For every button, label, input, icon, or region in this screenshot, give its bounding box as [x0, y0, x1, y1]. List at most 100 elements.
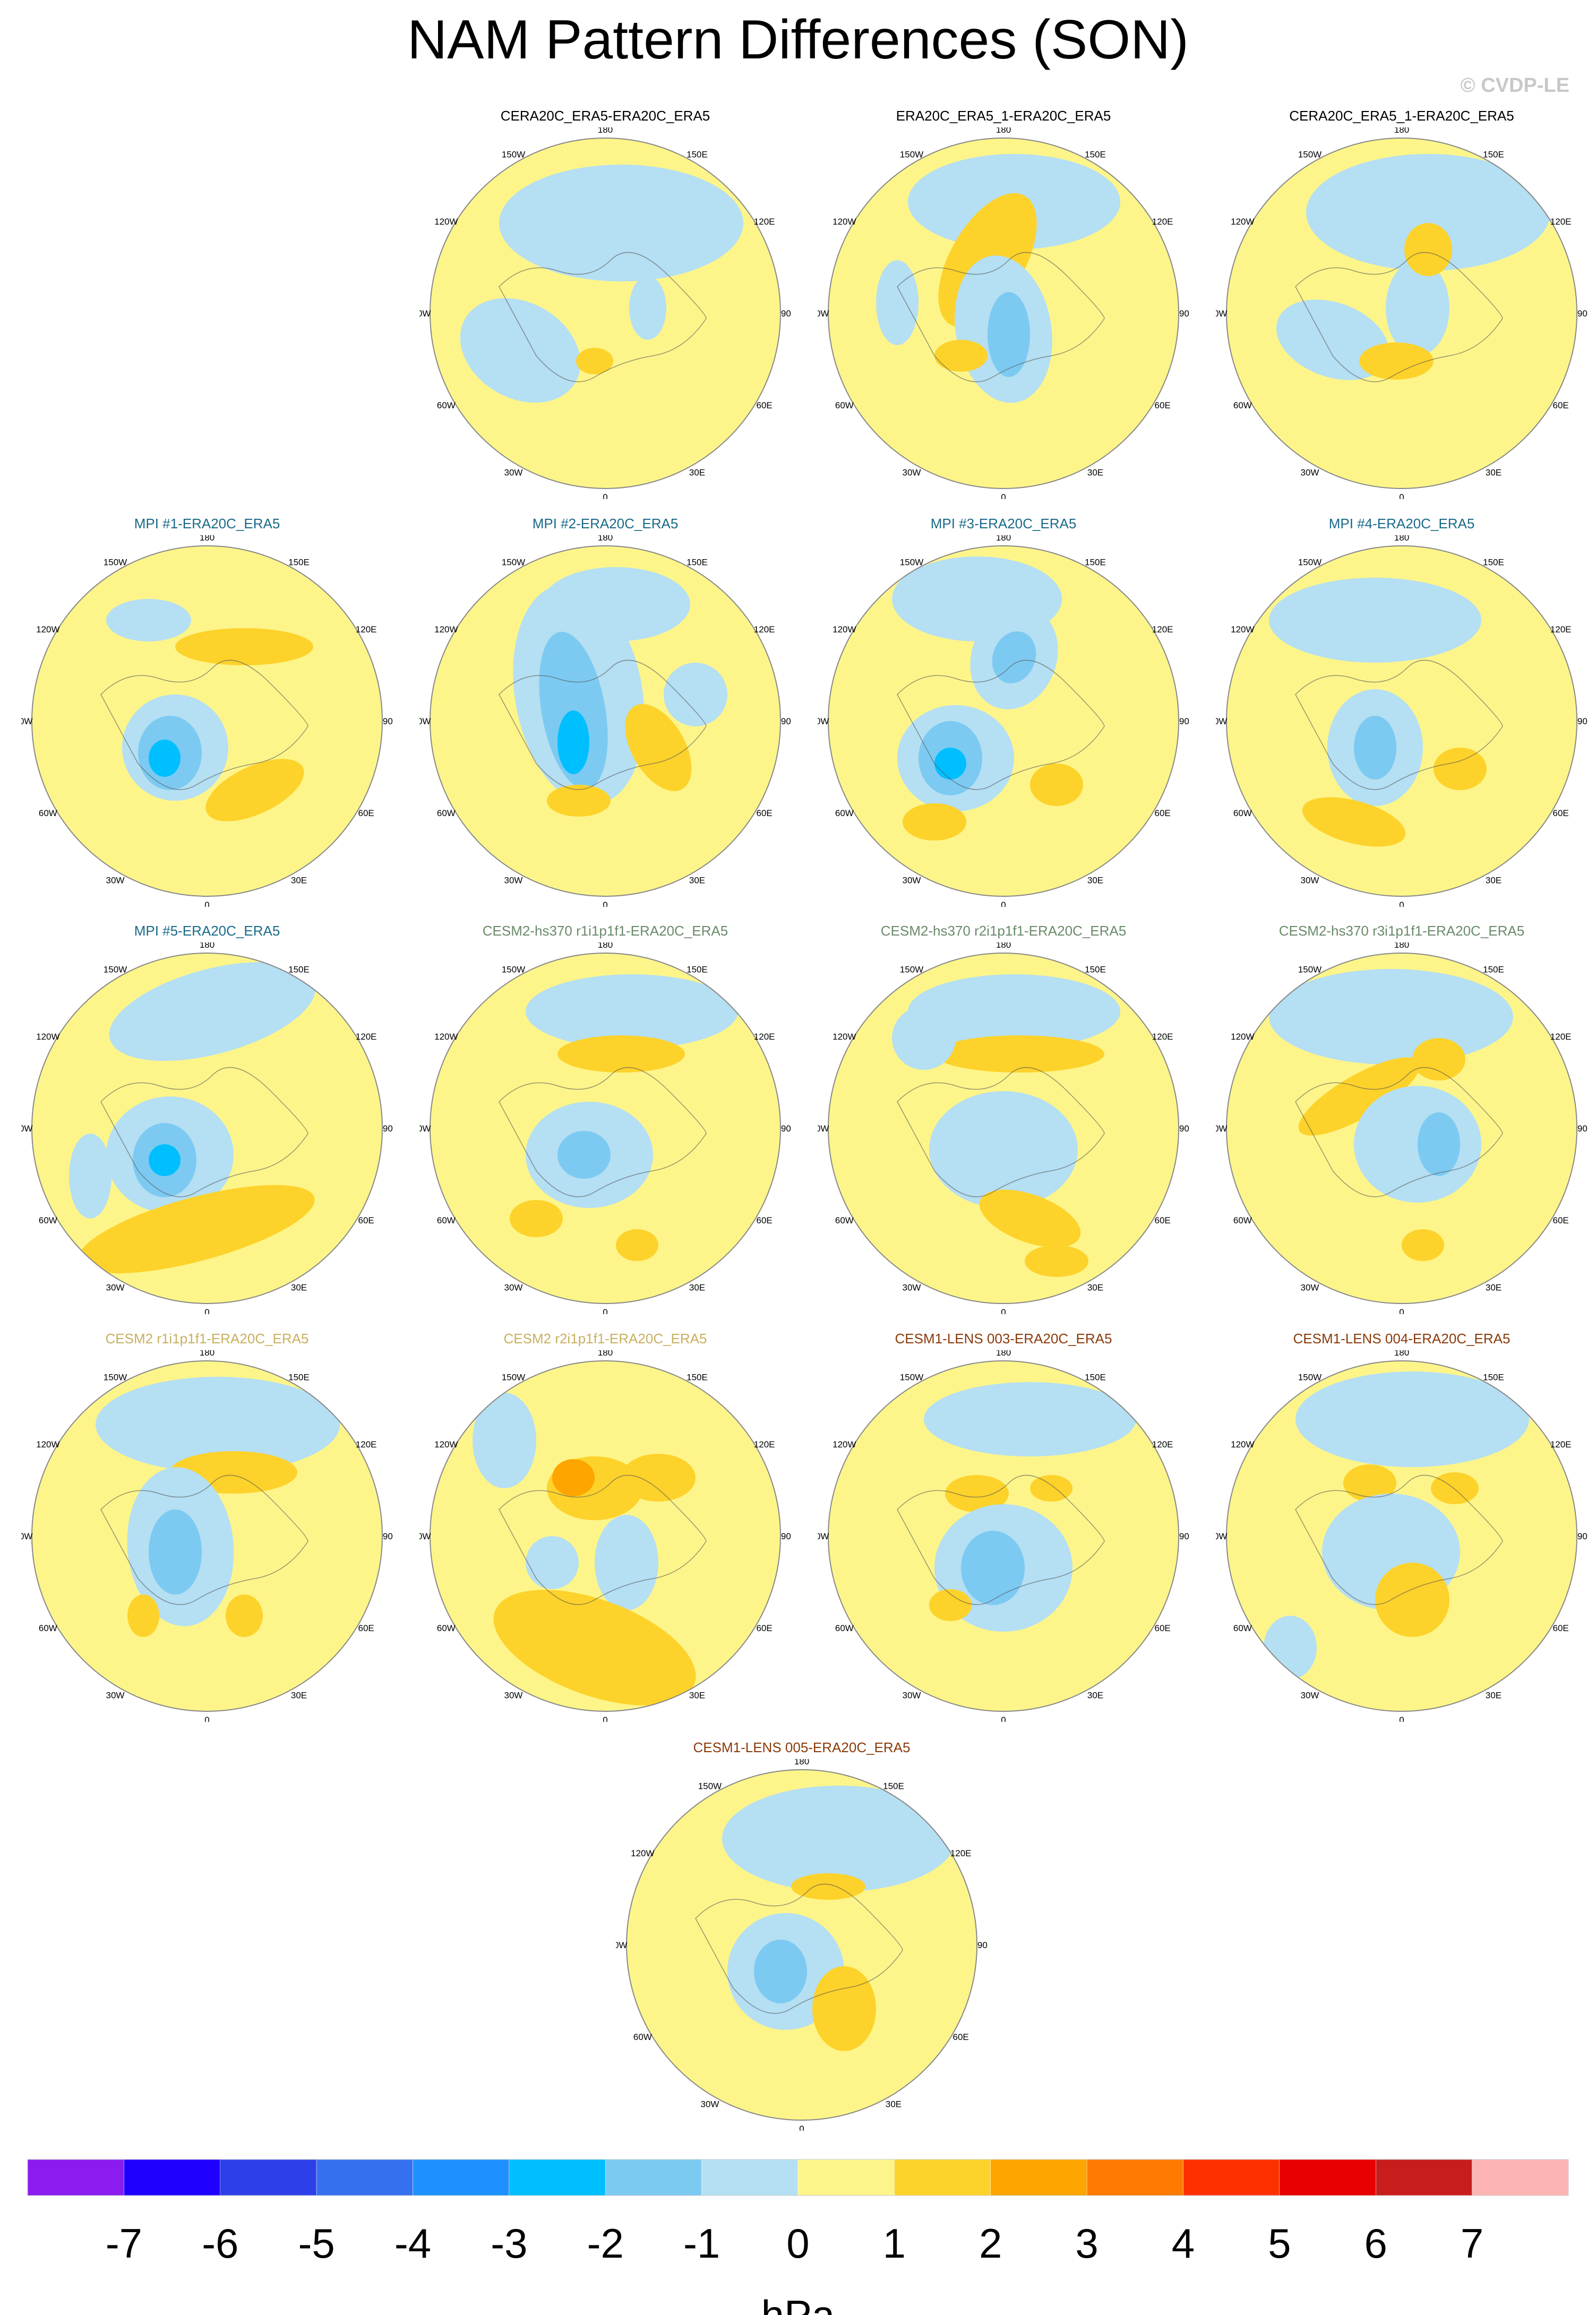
- colorbar-tick-label: -7: [105, 2220, 143, 2267]
- longitude-label: 90W: [419, 1531, 431, 1541]
- colorbar-tick-label: 0: [786, 2220, 810, 2267]
- longitude-label: 0: [1001, 492, 1006, 499]
- coastline: [499, 659, 707, 790]
- longitude-label: 0: [204, 900, 209, 907]
- longitude-label: 60E: [358, 1215, 374, 1225]
- longitude-label: 150W: [104, 964, 127, 974]
- polar-map: 180 150E 120E 90E 60E 30E 0 30W 60W 90W 120W 150W: [1216, 1350, 1588, 1722]
- longitude-label: 60W: [39, 1623, 57, 1633]
- longitude-label: 0: [1399, 900, 1404, 907]
- anomaly-contour: [205, 759, 304, 821]
- anomaly-contour: [595, 1515, 658, 1610]
- longitude-label: 60W: [1233, 1215, 1252, 1225]
- longitude-label: 120E: [754, 217, 775, 227]
- colorbar-tick-label: -5: [298, 2220, 335, 2267]
- longitude-label: 150W: [1298, 964, 1322, 974]
- colorbar-tick-label: 7: [1460, 2220, 1484, 2267]
- longitude-label: 30E: [1486, 876, 1501, 886]
- longitude-label: 90W: [1216, 1124, 1227, 1134]
- longitude-label: 0: [603, 1715, 607, 1722]
- coastline: [897, 252, 1105, 382]
- longitude-label: 30W: [504, 876, 523, 886]
- anomaly-contour: [460, 298, 581, 403]
- anomaly-contour: [1302, 797, 1406, 847]
- coastline: [1295, 1474, 1503, 1605]
- longitude-label: 60W: [1233, 808, 1252, 818]
- longitude-label: 120W: [434, 1439, 458, 1450]
- map-boundary: [430, 1360, 781, 1712]
- polar-map: 180 150E 120E 90E 60E 30E 0 30W 60W 90W 120W 150W: [419, 942, 791, 1314]
- coastline: [499, 1067, 707, 1197]
- longitude-label: 120E: [754, 1032, 775, 1042]
- longitude-label: 180: [996, 535, 1011, 543]
- longitude-label: 0: [1399, 1307, 1404, 1314]
- colorbar-box: [1376, 2159, 1472, 2196]
- longitude-label: 90W: [1216, 308, 1227, 319]
- longitude-label: 30W: [903, 1283, 921, 1293]
- longitude-label: 90W: [21, 1531, 32, 1541]
- panel-title: CESM2-hs370 r3i1p1f1-ERA20C_ERA5: [1278, 923, 1525, 939]
- colorbar-box: [701, 2159, 799, 2196]
- longitude-label: 30E: [1486, 1691, 1501, 1701]
- longitude-label: 0: [603, 1307, 607, 1314]
- longitude-label: 120W: [1231, 624, 1254, 635]
- anomaly-contour: [1418, 1112, 1460, 1176]
- colorbar-box: [124, 2159, 220, 2196]
- anomaly-contour: [722, 1786, 956, 1892]
- panel-title: MPI #3-ERA20C_ERA5: [930, 516, 1077, 531]
- longitude-label: 90E: [1577, 308, 1588, 319]
- colorbar-units: hPa: [761, 2292, 835, 2315]
- colorbar-box: [1086, 2159, 1183, 2196]
- longitude-label: 150E: [1483, 557, 1504, 567]
- longitude-label: 180: [598, 942, 613, 950]
- longitude-label: 60W: [437, 400, 456, 410]
- longitude-label: 120W: [434, 1032, 458, 1042]
- anomaly-contour: [547, 785, 611, 817]
- map-boundary: [430, 953, 781, 1304]
- anomaly-contour: [526, 1536, 579, 1589]
- anomaly-contour: [929, 1091, 1078, 1208]
- colorbar-box: [220, 2159, 317, 2196]
- longitude-label: 90W: [21, 1124, 32, 1134]
- longitude-label: 120W: [833, 1439, 856, 1450]
- longitude-label: 120W: [1231, 217, 1254, 227]
- polar-map: 180 150E 120E 90E 60E 30E 0 30W 60W 90W 120W 150W: [818, 1350, 1189, 1722]
- longitude-label: 30E: [291, 876, 307, 886]
- longitude-label: 90E: [1577, 1531, 1588, 1541]
- coastline: [100, 659, 308, 790]
- longitude-label: 150E: [288, 1372, 310, 1382]
- map-boundary: [626, 1769, 977, 2121]
- longitude-label: 120W: [631, 1848, 654, 1858]
- panel-title: MPI #4-ERA20C_ERA5: [1328, 516, 1475, 531]
- longitude-label: 120E: [1550, 217, 1572, 227]
- longitude-label: 150E: [883, 1781, 904, 1791]
- longitude-label: 30W: [106, 1691, 125, 1701]
- longitude-label: 30E: [1486, 1283, 1501, 1293]
- longitude-label: 30W: [504, 1283, 523, 1293]
- longitude-label: 90E: [1179, 1124, 1189, 1134]
- longitude-label: 0: [603, 900, 607, 907]
- anomaly-contour: [127, 1594, 159, 1637]
- anomaly-contour: [1295, 1371, 1529, 1467]
- colorbar-tick-label: -1: [683, 2220, 720, 2267]
- colorbar-box: [1472, 2159, 1569, 2196]
- map-panel: ERA20C_ERA5_1-ERA20C_ERA5 180 150E 120E 90E 6…: [818, 106, 1189, 499]
- map-boundary: [1226, 138, 1577, 489]
- panel-title: CESM2 r1i1p1f1-ERA20C_ERA5: [105, 1331, 309, 1347]
- longitude-label: 150E: [1085, 557, 1106, 567]
- longitude-label: 60W: [437, 808, 456, 818]
- panel-title: MPI #1-ERA20C_ERA5: [134, 516, 280, 531]
- colorbar-tick-label: -2: [587, 2220, 624, 2267]
- anomaly-contour: [1404, 223, 1452, 276]
- longitude-label: 60E: [1553, 1623, 1569, 1633]
- longitude-label: 60E: [358, 808, 374, 818]
- longitude-label: 180: [200, 942, 214, 950]
- polar-map: 180 150E 120E 90E 60E 30E 0 30W 60W 90W 120W 150W: [21, 535, 393, 907]
- polar-map: 180 150E 120E 90E 60E 30E 0 30W 60W 90W 120W 150W: [818, 127, 1189, 499]
- longitude-label: 90E: [977, 1940, 988, 1950]
- longitude-label: 150E: [1085, 149, 1106, 159]
- map-panel: CESM1-LENS 003-ERA20C_ERA5 180 150E 120E 90E…: [818, 1329, 1189, 1722]
- anomaly-contour: [934, 1035, 1104, 1073]
- longitude-label: 90E: [1577, 1124, 1588, 1134]
- longitude-label: 120E: [1152, 217, 1173, 227]
